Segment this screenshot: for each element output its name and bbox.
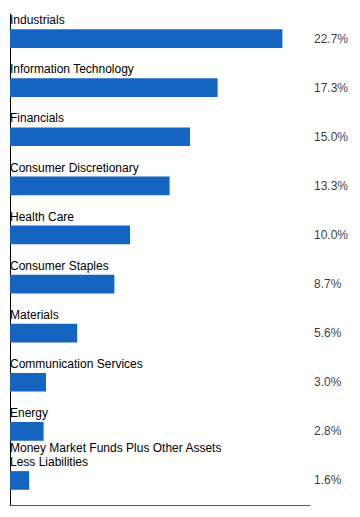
svg-text:3.0%: 3.0% [314,375,342,389]
svg-text:13.3%: 13.3% [314,179,348,193]
svg-text:1.6%: 1.6% [314,473,342,487]
svg-text:Financials: Financials [10,111,64,125]
svg-text:8.7%: 8.7% [314,277,342,291]
svg-text:22.7%: 22.7% [314,32,348,46]
svg-text:Health Care: Health Care [10,210,74,224]
svg-text:5.6%: 5.6% [314,326,342,340]
svg-text:Materials: Materials [10,308,59,322]
svg-text:15.0%: 15.0% [314,130,348,144]
svg-text:Information Technology: Information Technology [10,62,134,76]
svg-text:Communication Services: Communication Services [10,357,143,371]
svg-text:2.8%: 2.8% [314,424,342,438]
svg-text:17.3%: 17.3% [314,81,348,95]
svg-text:Consumer Discretionary: Consumer Discretionary [10,161,139,175]
svg-text:Less Liabilities: Less Liabilities [10,455,88,469]
svg-text:Energy: Energy [10,406,48,420]
svg-text:Money Market Funds Plus Other: Money Market Funds Plus Other Assets [10,441,221,455]
svg-text:10.0%: 10.0% [314,228,348,242]
svg-text:Consumer Staples: Consumer Staples [10,259,109,273]
svg-text:Industrials: Industrials [10,13,65,27]
